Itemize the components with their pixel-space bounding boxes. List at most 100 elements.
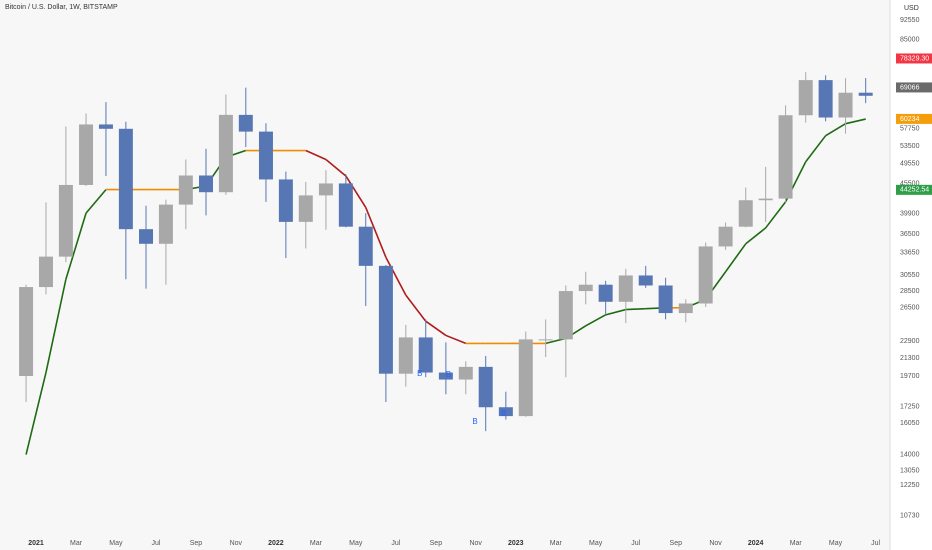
- trail-line: [825, 122, 846, 137]
- candle-body: [598, 284, 613, 302]
- candle-body: [118, 128, 133, 230]
- candle-body: [218, 114, 233, 193]
- candle-body: [538, 339, 553, 341]
- candle-body: [638, 275, 653, 286]
- trail-line: [45, 279, 67, 373]
- candle-body: [838, 92, 853, 118]
- price-badge-label: 44252.54: [900, 187, 929, 194]
- y-tick-label: 53500: [900, 143, 920, 150]
- annotation: B: [501, 409, 506, 418]
- y-tick-label: 14000: [900, 451, 920, 458]
- candle-body: [698, 246, 713, 304]
- candle-body: [98, 124, 113, 129]
- y-tick-label: 12250: [900, 482, 920, 489]
- trail-line: [845, 118, 866, 125]
- candle-body: [238, 114, 253, 132]
- y-tick-label: 49550: [900, 161, 920, 168]
- candle-body: [478, 366, 493, 408]
- trail-line: [625, 307, 646, 311]
- candle-body: [79, 124, 94, 185]
- y-tick-label: 13050: [900, 468, 920, 475]
- trail-line: [724, 243, 747, 273]
- x-tick-label: Nov: [469, 540, 482, 547]
- x-tick-label: Nov: [230, 540, 243, 547]
- x-tick-label: Jul: [151, 540, 160, 547]
- price-badge: [896, 53, 932, 64]
- y-tick-label: 22900: [900, 338, 920, 345]
- x-tick-label: Mar: [550, 540, 563, 547]
- candle-body: [139, 229, 154, 244]
- candle-body: [778, 115, 793, 199]
- x-tick-label: May: [829, 540, 843, 547]
- y-tick-label: 10730: [900, 513, 920, 520]
- trail-line: [385, 256, 407, 296]
- candle-body: [358, 226, 373, 266]
- price-badge-label: 69066: [900, 84, 920, 91]
- trail-line: [345, 175, 367, 208]
- y-tick-label: 30550: [900, 272, 920, 279]
- candle-body: [58, 184, 73, 257]
- trail-line: [425, 320, 447, 337]
- trail-line: [765, 201, 787, 229]
- candle-body: [38, 256, 53, 288]
- annotation: B: [417, 369, 422, 378]
- x-tick-label: Jul: [631, 540, 640, 547]
- trail-line: [85, 189, 107, 214]
- y-tick-label: 92550: [900, 17, 920, 24]
- candle-body: [318, 183, 333, 196]
- y-axis-label: USD: [904, 5, 919, 12]
- candle-body: [258, 131, 273, 180]
- price-badge: [896, 82, 932, 93]
- candle-body: [19, 287, 34, 377]
- candle-body: [758, 198, 773, 201]
- x-tick-label: Mar: [310, 540, 323, 547]
- candle-body: [198, 175, 213, 193]
- candle-body: [518, 339, 533, 417]
- y-tick-label: 39900: [900, 211, 920, 218]
- y-tick-label: 45500: [900, 180, 920, 187]
- annotation: B: [472, 417, 477, 426]
- candle-body: [558, 291, 573, 340]
- candle-body: [338, 183, 353, 227]
- y-tick-label: 17250: [900, 403, 920, 410]
- candle-body: [738, 200, 753, 227]
- candle-body: [298, 195, 313, 222]
- candle-body: [678, 303, 693, 314]
- candle-body: [658, 285, 673, 314]
- trail-line: [25, 372, 47, 455]
- trail-line: [745, 227, 767, 245]
- y-tick-label: 26500: [900, 305, 920, 312]
- x-tick-label: Mar: [790, 540, 803, 547]
- candle-body: [158, 204, 173, 244]
- chart-title: Bitcoin / U.S. Dollar, 1W, BITSTAMP: [5, 4, 118, 11]
- plot-background: [0, 0, 890, 550]
- price-badge-label: 60234: [900, 116, 920, 123]
- x-tick-label: May: [349, 540, 363, 547]
- candle-body: [858, 92, 873, 96]
- x-tick-label: Nov: [709, 540, 722, 547]
- x-tick-label: 2023: [508, 540, 524, 547]
- trail-line: [405, 294, 427, 322]
- annotation: B: [446, 370, 451, 379]
- trail-line: [605, 308, 627, 316]
- trail-line: [305, 149, 327, 161]
- price-badge: [896, 184, 932, 195]
- x-tick-label: 2021: [28, 540, 44, 547]
- candle-body: [458, 366, 473, 380]
- x-tick-label: Sep: [190, 540, 203, 547]
- candle-body: [578, 284, 593, 292]
- x-tick-label: May: [589, 540, 603, 547]
- candle-body: [418, 337, 433, 373]
- y-tick-label: 21300: [900, 355, 920, 362]
- x-tick-label: Jul: [391, 540, 400, 547]
- y-tick-label: 33650: [900, 250, 920, 257]
- trail-line: [365, 207, 387, 258]
- x-tick-label: May: [109, 540, 123, 547]
- candle-body: [618, 275, 633, 302]
- candle-body: [498, 407, 513, 417]
- trail-line: [585, 314, 607, 327]
- price-badge: [896, 113, 932, 124]
- y-tick-label: 28500: [900, 288, 920, 295]
- trail-line: [805, 135, 827, 163]
